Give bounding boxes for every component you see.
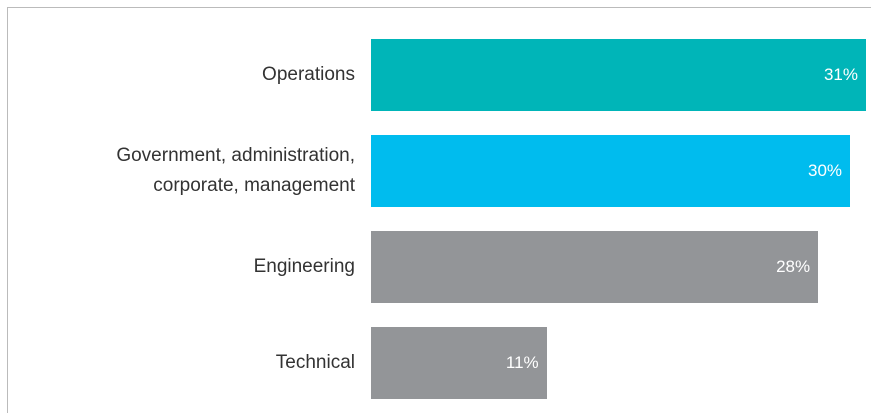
bar: 31% xyxy=(371,39,866,111)
value-label: 11% xyxy=(505,353,539,372)
category-label-box: Engineering xyxy=(20,231,355,303)
category-label: Operations xyxy=(262,64,355,85)
bar: 28% xyxy=(371,231,819,303)
frame xyxy=(7,7,871,8)
value-label: 30% xyxy=(808,161,843,180)
category-label: Engineering xyxy=(253,256,355,277)
frame xyxy=(7,7,8,413)
category-label-box: Technical xyxy=(20,327,355,399)
value-label: 31% xyxy=(823,65,858,84)
bar: 30% xyxy=(371,135,851,207)
bar: 11% xyxy=(371,327,547,399)
category-label-box: Government, administration, corporate, m… xyxy=(20,135,355,207)
category-label: Technical xyxy=(275,352,355,373)
value-label: 28% xyxy=(776,257,811,276)
category-label: Government, administration, corporate, m… xyxy=(116,145,355,196)
category-label-box: Operations xyxy=(20,39,355,111)
